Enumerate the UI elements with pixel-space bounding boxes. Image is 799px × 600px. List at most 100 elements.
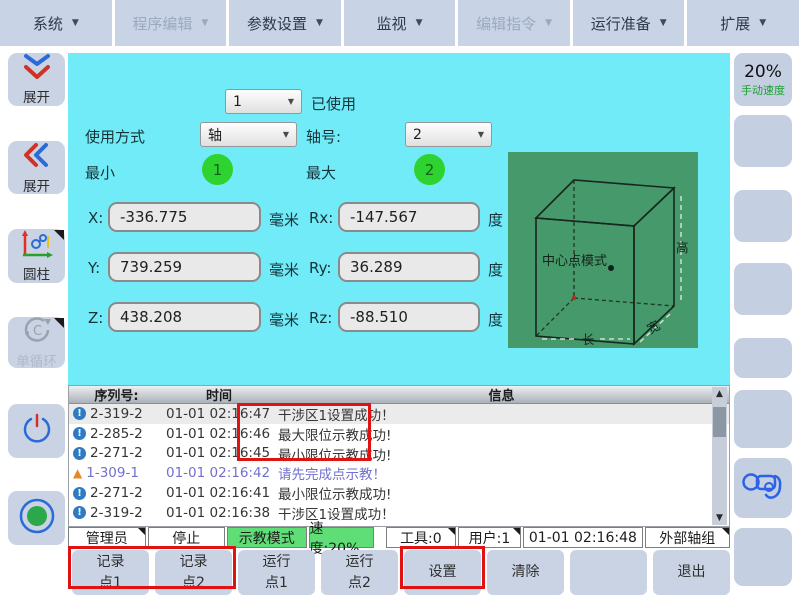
status-user-frame[interactable]: 用户:1 bbox=[457, 527, 522, 548]
log-row-6[interactable]: ! 2-319-2 01-01 02:16:38 干涉区1设置成功！ bbox=[69, 502, 729, 523]
menu-system[interactable]: 系统 ▼ bbox=[0, 0, 112, 46]
record-start-button[interactable] bbox=[8, 491, 65, 545]
log-header-row: 序列号: 时间 信息 bbox=[69, 386, 729, 404]
log-message: 请先完成点示教！ bbox=[278, 467, 386, 484]
expand-down-button[interactable]: 展开 bbox=[8, 53, 65, 106]
axis-number-label: 轴号: bbox=[306, 128, 342, 146]
menu-run-preparation[interactable]: 运行准备 ▼ bbox=[572, 0, 685, 46]
log-scrollbar[interactable]: ▲ ▼ bbox=[712, 387, 727, 525]
right-toolbar-button-8[interactable] bbox=[734, 528, 792, 586]
usage-method-label: 使用方式 bbox=[85, 128, 146, 146]
status-role[interactable]: 管理员 bbox=[68, 527, 146, 548]
log-row-5[interactable]: ! 2-271-2 01-01 02:16:41 最小限位示教成功! bbox=[69, 483, 729, 503]
menu-program-edit: 程序编辑 ▼ bbox=[114, 0, 227, 46]
ry-input[interactable]: 36.289 bbox=[338, 252, 480, 282]
corner-mark-icon bbox=[447, 528, 455, 535]
scroll-thumb[interactable] bbox=[713, 407, 726, 437]
max-point-badge: 2 bbox=[414, 154, 445, 185]
jog-pendant-button[interactable] bbox=[734, 458, 792, 518]
axis-number-dropdown[interactable]: 2 ▼ bbox=[405, 122, 492, 147]
menu-parameter-settings-label: 参数设置 bbox=[246, 14, 307, 33]
ry-value: 36.289 bbox=[350, 258, 403, 276]
manual-speed-button[interactable]: 20% 手动速度 bbox=[734, 53, 792, 106]
x-input[interactable]: -336.775 bbox=[108, 202, 261, 232]
btn-line1: 清除 bbox=[511, 564, 540, 581]
log-row-2[interactable]: ! 2-285-2 01-01 02:16:46 最大限位示教成功! bbox=[69, 423, 729, 444]
menu-parameter-settings[interactable]: 参数设置 ▼ bbox=[229, 0, 341, 46]
rx-input[interactable]: -147.567 bbox=[338, 202, 480, 232]
clear-button[interactable]: 清除 bbox=[487, 550, 564, 595]
menu-monitor[interactable]: 监视 ▼ bbox=[343, 0, 456, 46]
run-point1-button[interactable]: 运行 点1 bbox=[238, 550, 315, 595]
right-toolbar-button-4[interactable] bbox=[734, 263, 792, 315]
corner-mark-icon bbox=[137, 528, 145, 535]
cube-height-label: 高 bbox=[676, 240, 689, 255]
power-icon bbox=[20, 412, 54, 450]
right-toolbar-button-3[interactable] bbox=[734, 190, 792, 242]
exit-button[interactable]: 退出 bbox=[653, 550, 730, 595]
expand-left-button[interactable]: 展开 bbox=[8, 140, 65, 195]
log-serial: 2-271-2 bbox=[90, 485, 143, 502]
chevron-down-icon: ▼ bbox=[545, 18, 553, 28]
log-time: 01-01 02:16:42 bbox=[166, 465, 271, 482]
rz-input[interactable]: -88.510 bbox=[338, 302, 480, 332]
log-time: 01-01 02:16:38 bbox=[166, 504, 271, 521]
cylinder-label: 圆柱 bbox=[23, 266, 50, 283]
log-row-7-clipped[interactable]: ! 最小限位示教成功! bbox=[69, 522, 729, 526]
chevrons-left-icon bbox=[22, 140, 52, 174]
log-message: 干涉区1设置成功！ bbox=[278, 407, 395, 424]
set-button[interactable]: 设置 bbox=[404, 550, 481, 595]
log-serial: 2-319-2 bbox=[90, 504, 143, 521]
menu-edit-command-label: 编辑指令 bbox=[476, 14, 537, 33]
chevron-down-icon: ▼ bbox=[287, 97, 294, 106]
record-dot-icon bbox=[17, 496, 57, 540]
cube-width-label: 宽 bbox=[644, 318, 662, 337]
run-point2-button[interactable]: 运行 点2 bbox=[321, 550, 398, 595]
ry-unit-label: 度 bbox=[488, 261, 504, 279]
btn-line2: 点1 bbox=[99, 574, 122, 591]
right-toolbar-button-2[interactable] bbox=[734, 115, 792, 167]
y-input[interactable]: 739.259 bbox=[108, 252, 261, 282]
warning-icon: ▲ bbox=[73, 465, 83, 480]
status-mode-label: 示教模式 bbox=[238, 530, 295, 547]
menu-program-edit-label: 程序编辑 bbox=[132, 14, 193, 33]
svg-text:C: C bbox=[33, 324, 42, 339]
usage-method-dropdown[interactable]: 轴 ▼ bbox=[200, 122, 297, 147]
chevron-down-icon: ▼ bbox=[415, 18, 423, 28]
y-unit-label: 毫米 bbox=[269, 261, 300, 279]
message-log-table: 序列号: 时间 信息 ! 2-319-2 01-01 02:16:47 干涉区1设… bbox=[68, 385, 730, 527]
info-icon: ! bbox=[73, 407, 86, 421]
z-input[interactable]: 438.208 bbox=[108, 302, 261, 332]
log-row-1[interactable]: ! 2-319-2 01-01 02:16:47 干涉区1设置成功！ bbox=[69, 404, 729, 424]
scroll-up-icon[interactable]: ▲ bbox=[716, 389, 723, 399]
status-ext-axis-label: 外部轴组 bbox=[659, 530, 716, 547]
cube-diagram: 中心点模式 高 长 宽 bbox=[534, 179, 689, 347]
log-time: 01-01 02:16:45 bbox=[166, 445, 271, 462]
status-tool[interactable]: 工具:0 bbox=[386, 527, 456, 548]
x-unit-label: 毫米 bbox=[269, 211, 300, 229]
btn-line1: 记录 bbox=[179, 554, 208, 571]
btn-line1: 运行 bbox=[262, 554, 291, 571]
status-speed: 速度:20% bbox=[308, 521, 375, 557]
right-toolbar-button-5[interactable] bbox=[734, 338, 792, 378]
servo-power-button[interactable] bbox=[8, 404, 65, 458]
log-row-3[interactable]: ! 2-271-2 01-01 02:16:45 最小限位示教成功! bbox=[69, 443, 729, 464]
right-toolbar-button-6[interactable] bbox=[734, 390, 792, 448]
status-ext-axis-group[interactable]: 外部轴组 bbox=[644, 527, 730, 548]
cylinder-coord-button[interactable]: 圆柱 bbox=[8, 229, 65, 283]
expand-down-label: 展开 bbox=[23, 90, 50, 106]
info-icon: ! bbox=[73, 506, 86, 520]
rz-value: -88.510 bbox=[350, 308, 408, 326]
record-point2-button[interactable]: 记录 点2 bbox=[155, 550, 232, 595]
y-value: 739.259 bbox=[120, 258, 183, 276]
manual-speed-label: 手动速度 bbox=[741, 83, 785, 97]
scroll-down-icon[interactable]: ▼ bbox=[716, 513, 723, 523]
menu-extension[interactable]: 扩展 ▼ bbox=[687, 0, 799, 46]
max-label: 最大 bbox=[306, 164, 337, 182]
zone-number-dropdown[interactable]: 1 ▼ bbox=[225, 89, 302, 114]
empty-function-button[interactable] bbox=[570, 550, 647, 595]
used-label: 已使用 bbox=[311, 95, 357, 113]
record-point1-button[interactable]: 记录 点1 bbox=[72, 550, 149, 595]
log-row-4[interactable]: ▲ 1-309-1 01-01 02:16:42 请先完成点示教！ bbox=[69, 463, 729, 483]
cube-length-label: 长 bbox=[582, 332, 595, 347]
